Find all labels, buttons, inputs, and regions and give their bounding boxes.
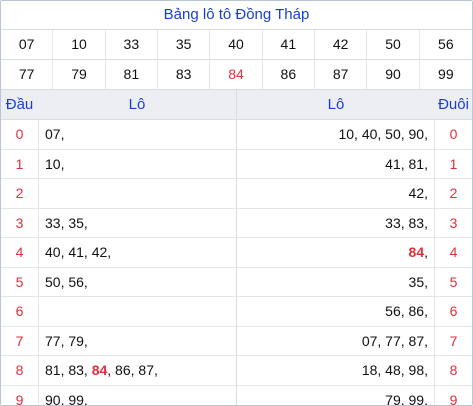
lo-right-cell: 79, 99,: [237, 385, 435, 406]
number-cell: 41: [262, 30, 315, 60]
lo-text: , 86, 87,: [107, 362, 158, 378]
duoi-cell: 0: [435, 120, 472, 150]
dau-cell: 8: [1, 356, 38, 386]
number-cell: 33: [105, 30, 158, 60]
lo-text: 35,: [408, 273, 428, 290]
dau-cell: 0: [1, 120, 38, 150]
lo-left-cell: 33, 35,: [38, 208, 237, 238]
lo-right-cell: 18, 48, 98,: [237, 356, 435, 386]
duoi-cell: 7: [435, 327, 472, 356]
lo-text: 07,: [45, 126, 65, 142]
lo-right-cell: 56, 86,: [237, 297, 435, 327]
duoi-cell: 5: [435, 268, 472, 297]
lo-right-cell: 84,: [237, 238, 435, 268]
header-lo-right: Lô: [237, 90, 435, 120]
lo-highlight: 84: [91, 362, 108, 378]
duoi-cell: 3: [435, 209, 472, 238]
duoi-cell: 8: [435, 356, 472, 386]
lo-text: 18, 48, 98,: [361, 362, 428, 378]
lo-text: 10, 40, 50, 90,: [338, 126, 428, 142]
lo-left-cell: 81, 83, 84, 86, 87,: [38, 356, 237, 386]
lo-highlight: 84: [408, 244, 425, 260]
duoi-cell: 6: [435, 297, 472, 327]
lo-right-cell: 42,: [237, 179, 435, 209]
lo-left-cell: [38, 179, 237, 209]
dau-cell: 4: [1, 238, 38, 268]
number-cell: 40: [210, 30, 263, 60]
table-title: Bảng lô tô Đồng Tháp: [1, 1, 472, 30]
dau-cell: 6: [1, 297, 38, 327]
dau-cell: 7: [1, 327, 38, 356]
number-cell: 42: [314, 30, 368, 60]
lo-text: 90, 99,: [45, 391, 88, 406]
lo-text: 77, 79,: [45, 332, 88, 349]
duoi-cell: 2: [435, 179, 472, 209]
lo-text: 50, 56,: [45, 273, 88, 290]
duoi-cell: 1: [435, 150, 472, 179]
number-cell: 90: [367, 60, 420, 90]
lo-left-cell: 50, 56,: [38, 267, 237, 297]
lo-right-cell: 10, 40, 50, 90,: [237, 120, 435, 150]
dau-cell: 3: [1, 209, 38, 238]
results-numbers-grid: 07 10 33 35 40 41 42 50 56 77 79 81 83 84 86 87 90 99: [1, 30, 472, 90]
duoi-cell: 9: [435, 386, 472, 406]
lo-right-cell: 07, 77, 87,: [237, 326, 435, 356]
number-cell: 86: [262, 60, 315, 90]
number-cell: 35: [157, 30, 211, 60]
lo-left-cell: [38, 297, 237, 327]
number-cell: 83: [157, 60, 211, 90]
lo-right-cell: 41, 81,: [237, 149, 435, 179]
number-cell: 87: [314, 60, 368, 90]
header-lo-left: Lô: [38, 90, 237, 120]
lo-text: 07, 77, 87,: [361, 332, 428, 349]
number-cell: 84: [210, 60, 263, 90]
number-cell: 56: [419, 30, 472, 60]
number-cell: 81: [105, 60, 158, 90]
lo-left-cell: 40, 41, 42,: [38, 238, 237, 268]
duoi-cell: 4: [435, 238, 472, 268]
lo-left-cell: 90, 99,: [38, 385, 237, 406]
lo-text: 79, 99,: [385, 391, 428, 406]
dau-cell: 1: [1, 150, 38, 179]
dau-cell: 2: [1, 179, 38, 209]
header-dau: Đầu: [1, 90, 38, 120]
lo-text: 56, 86,: [385, 303, 428, 319]
lo-text: 42,: [408, 185, 428, 201]
dau-cell: 9: [1, 386, 38, 406]
lo-left-cell: 07,: [38, 120, 237, 150]
lo-left-cell: 10,: [38, 149, 237, 179]
number-cell: 77: [1, 60, 54, 90]
lo-text: 10,: [45, 155, 65, 172]
head-tail-grid: Đầu Lô Lô Đuôi 0 07, 10, 40, 50, 90, 0 1 10, 4…: [1, 90, 472, 406]
lo-right-cell: 35,: [237, 267, 435, 297]
number-cell: 79: [53, 60, 106, 90]
lo-text: 40, 41, 42,: [45, 244, 112, 260]
lo-text: 33, 83,: [385, 214, 428, 231]
number-cell: 50: [367, 30, 420, 60]
lo-text: 81, 83,: [45, 362, 92, 378]
lo-text: 33, 35,: [45, 214, 88, 231]
number-cell: 10: [53, 30, 106, 60]
header-duoi: Đuôi: [435, 90, 472, 120]
number-cell: 99: [419, 60, 472, 90]
lo-right-cell: 33, 83,: [237, 208, 435, 238]
lo-left-cell: 77, 79,: [38, 326, 237, 356]
lo-text: ,: [424, 244, 428, 260]
number-cell: 07: [1, 30, 54, 60]
dau-cell: 5: [1, 268, 38, 297]
lo-text: 41, 81,: [385, 155, 428, 172]
